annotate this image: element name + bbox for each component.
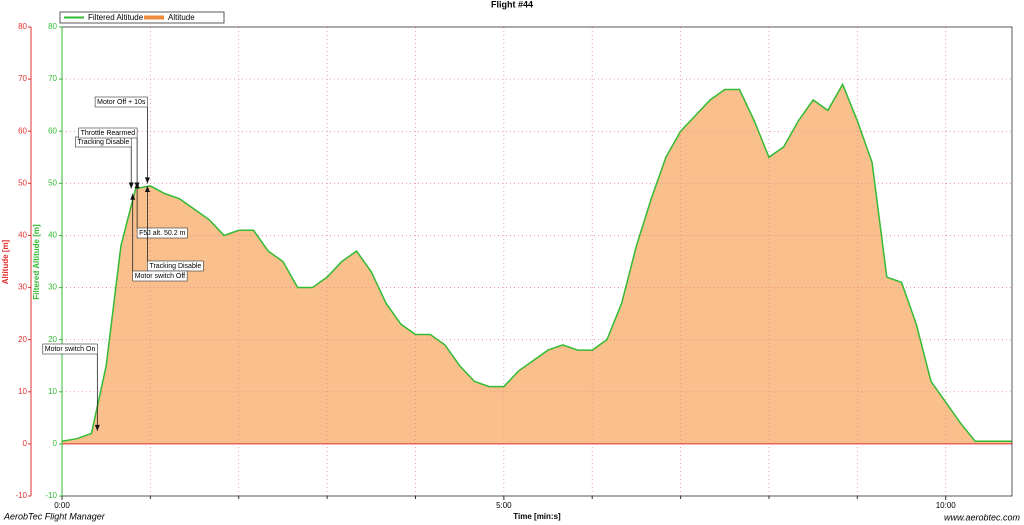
annotation: F5J alt. 50.2 m	[134, 182, 188, 239]
y2-tick-label: 70	[48, 74, 57, 83]
y-tick-label: -10	[15, 491, 27, 500]
y-tick-label: 40	[18, 231, 27, 240]
y-tick-label: 20	[18, 335, 27, 344]
y2-tick-label: -10	[45, 491, 57, 500]
annotation-label: Tracking Disable	[149, 263, 201, 270]
filtered-altitude-line	[61, 82, 1012, 443]
annotation-arrow	[134, 182, 140, 189]
annotation-label: Tracking Disable	[77, 139, 129, 146]
y-tick-label: 30	[18, 283, 27, 292]
annotation-label: Throttle Rearmed	[81, 130, 136, 137]
y2-tick-label: 40	[48, 231, 57, 240]
annotation: Tracking Disable	[75, 136, 134, 189]
y-tick-label: 50	[18, 178, 27, 187]
x-tick-label: 0:00	[54, 501, 70, 510]
y2-tick-label: 80	[48, 22, 57, 31]
y2-axis-title: Filtered Altitude [m]	[32, 224, 41, 300]
y2-tick-label: 30	[48, 283, 57, 292]
annotation-box	[78, 127, 138, 139]
annotation-arrow	[94, 424, 100, 431]
annotation: Motor switch On	[42, 343, 100, 431]
annotation-box	[94, 96, 148, 108]
annotation: Motor Off + 10s	[94, 96, 150, 184]
annotation-label: Motor switch On	[45, 346, 96, 353]
legend-box	[59, 11, 225, 24]
annotation-box	[132, 270, 188, 282]
altitude-area	[62, 84, 1012, 444]
x-tick-label: 10:00	[936, 501, 957, 510]
x-tick-label: 5:00	[496, 501, 512, 510]
annotation-arrow	[128, 182, 134, 189]
legend-label: Filtered Altitude	[88, 13, 144, 22]
y2-tick-label: 0	[53, 439, 58, 448]
legend: Filtered Altitude Altitude	[59, 11, 225, 24]
y-tick-label: 10	[18, 387, 27, 396]
annotation-box	[42, 343, 98, 355]
annotation: Motor switch Off	[130, 193, 188, 282]
annotation-arrow	[130, 193, 136, 200]
footer-left: AerobTec Flight Manager	[3, 511, 106, 521]
annotation-box	[136, 227, 188, 239]
y-tick-label: 0	[23, 439, 28, 448]
annotation-label: F5J alt. 50.2 m	[139, 230, 185, 237]
y2-tick-label: 50	[48, 178, 57, 187]
annotation-arrow	[144, 185, 150, 192]
annotation-label: Motor switch Off	[135, 273, 185, 280]
y-tick-label: 80	[18, 22, 27, 31]
y-tick-label: 70	[18, 74, 27, 83]
y-axis-title: Altitude [m]	[1, 239, 10, 284]
footer-right: www.aerobtec.com	[944, 512, 1021, 522]
annotation-arrow	[144, 177, 150, 184]
y2-tick-label: 20	[48, 335, 57, 344]
chart-title: Flight #44	[491, 0, 533, 9]
y2-tick-label: 10	[48, 387, 57, 396]
legend-label: Altitude	[168, 13, 195, 22]
y-tick-label: 60	[18, 126, 27, 135]
y2-tick-label: 60	[48, 126, 57, 135]
annotation: Throttle Rearmed	[78, 127, 140, 189]
annotation-label: Motor Off + 10s	[97, 99, 146, 106]
x-axis-title: Time [min:s]	[513, 512, 561, 521]
